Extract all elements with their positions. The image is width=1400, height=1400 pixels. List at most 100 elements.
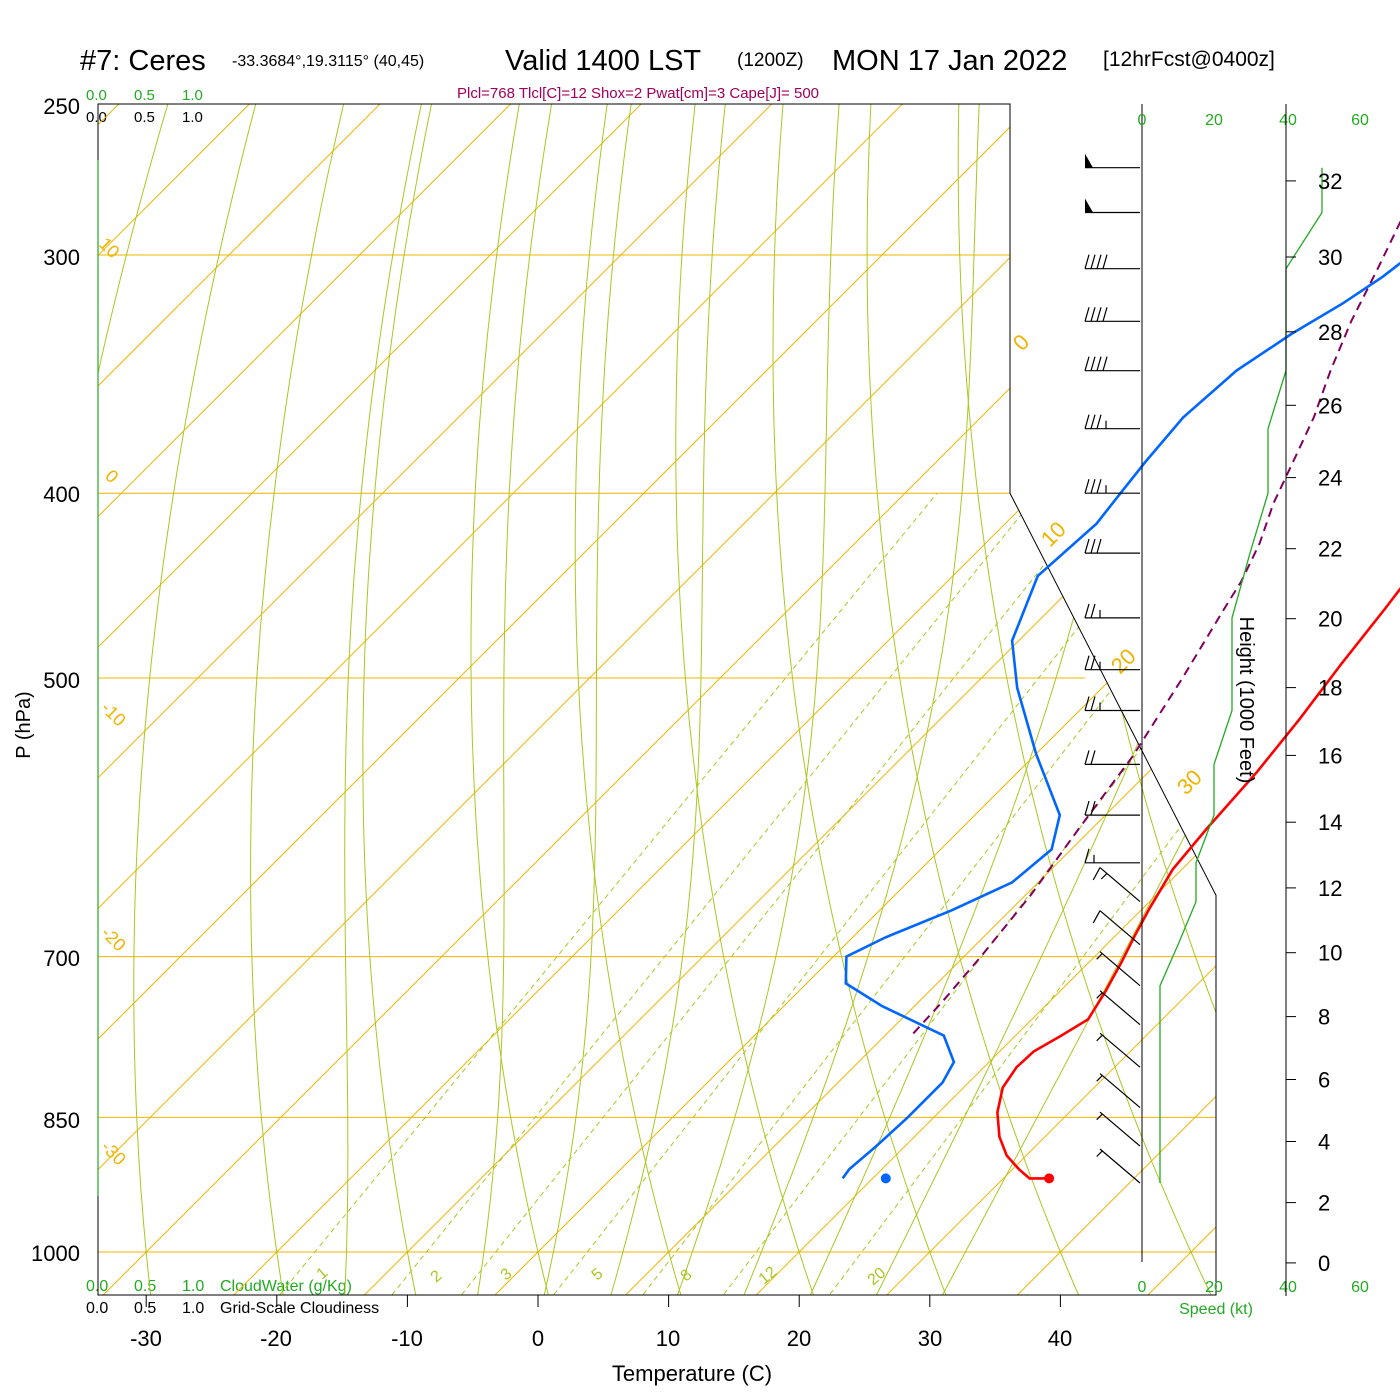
isotherm-label: 10: [95, 234, 123, 262]
parcel-curve: [912, 220, 1400, 1035]
isotherm-line: [343, 104, 1216, 1295]
mixing-ratio-line: [626, 492, 1216, 1295]
cloudwater-tick: 0.5: [134, 1278, 156, 1295]
mixing-ratio-line: [536, 492, 1185, 1295]
wind-barb: [1084, 848, 1140, 864]
speed-tick-label: 20: [1205, 1279, 1223, 1296]
wind-barb-flag: [1090, 655, 1096, 670]
dry-adiabat-line: [133, 104, 266, 1295]
isotherm-label: 0: [101, 466, 122, 487]
isotherm-line: [98, 104, 1216, 1295]
valid-time: Valid 1400 LST: [505, 45, 701, 77]
wind-barb: [1084, 655, 1140, 671]
height-tick-label: 30: [1318, 245, 1342, 270]
moist-adiabat-line: [930, 104, 1216, 1295]
height-tick-label: 4: [1318, 1130, 1330, 1155]
x-tick-label: 0: [532, 1326, 544, 1351]
wind-barb-flag: [1084, 356, 1090, 371]
mixing-ratio-label: 20: [865, 1265, 890, 1290]
x-tick-label: 20: [787, 1326, 811, 1351]
wind-panel: 0 20 40 60 0 20 40 60 Speed (kt): [1084, 104, 1369, 1318]
height-tick-label: 2: [1318, 1191, 1330, 1216]
wind-barb-flag: [1084, 603, 1090, 619]
dry-adiabat-line: [0, 70, 4, 1316]
cloudwater-tick: 1.0: [182, 87, 203, 104]
speed-axis-title: Speed (kt): [1179, 1301, 1253, 1318]
speed-tick-label: 0: [1138, 1279, 1147, 1296]
cloudiness-label: Grid-Scale Cloudiness: [220, 1300, 379, 1317]
x-axis-title: Temperature (C): [612, 1361, 772, 1386]
wind-barb-flag: [1102, 356, 1108, 371]
wind-barb-staff: [1099, 910, 1141, 946]
isotherm-line: [212, 104, 1216, 1295]
height-tick-label: 20: [1318, 607, 1342, 632]
dry-adiabat-line: [1046, 104, 1216, 1295]
height-tick-label: 32: [1318, 169, 1342, 194]
height-tick-label: 18: [1318, 676, 1342, 701]
wind-barb: [1084, 356, 1140, 372]
height-tick-label: 12: [1318, 876, 1342, 901]
cloudiness-tick: 0.0: [86, 1300, 108, 1317]
mixing-ratio-line: [262, 492, 938, 1295]
temperature-ticks: [145, 1295, 1061, 1307]
moist-adiabat-line: [800, 104, 1153, 1295]
wind-barb: [1096, 951, 1141, 987]
wind-barb-flag: [1096, 479, 1102, 494]
cloud-axes: 0.0 0.5 1.0 0.0 0.5 1.0 0.0 0.5 1.0 Clou…: [86, 87, 379, 1317]
wind-barb-staff: [1099, 990, 1141, 1026]
x-tick-label: 10: [656, 1326, 680, 1351]
wind-barb-flag: [1084, 750, 1090, 765]
pressure-tick-label: 250: [43, 94, 80, 119]
pressure-axis: 250 300 400 500 700 850 1000 P (hPa): [13, 94, 80, 1266]
wind-barb: [1085, 153, 1140, 169]
mixing-ratio-line: [707, 492, 1216, 1295]
pressure-tick-label: 300: [43, 245, 80, 270]
mixing-ratio-line: [813, 492, 1216, 1295]
pressure-tick-label: 500: [43, 668, 80, 693]
wind-barb: [1084, 538, 1140, 554]
wind-barb-flag: [1096, 254, 1102, 269]
isotherm-line: [98, 104, 1198, 1295]
cloudiness-tick: 0.5: [134, 1300, 156, 1317]
dry-adiabat-line: [98, 104, 179, 1295]
mixing-ratio-line: [444, 492, 1102, 1295]
dewpoint-curve: [841, 261, 1400, 1180]
mixing-ratio-line: [374, 492, 1039, 1295]
wind-barb-flag: [1102, 254, 1108, 269]
isotherm-label: -10: [97, 698, 130, 731]
wind-barb-staff: [1099, 1032, 1141, 1068]
isotherm-label: 30: [1172, 765, 1207, 800]
mixing-ratio-label: 12: [756, 1264, 781, 1289]
height-tick-label: 26: [1318, 393, 1342, 418]
temperature-curve: [996, 587, 1400, 1180]
x-tick-label: 40: [1048, 1326, 1072, 1351]
speed-tick-label: 20: [1205, 112, 1223, 129]
wind-barb-staff: [1099, 1111, 1141, 1147]
wind-barb-flag: [1090, 414, 1096, 429]
cloudwater-tick: 1.0: [182, 1278, 204, 1295]
cloudiness-tick: 0.0: [86, 109, 107, 126]
wind-barb-pennant: [1085, 153, 1093, 168]
wind-barb-half-flag: [1096, 992, 1103, 999]
speed-tick-label: 40: [1279, 1279, 1297, 1296]
isotherm-label: -20: [97, 923, 130, 956]
wind-barb: [1084, 800, 1140, 816]
isotherm-line: [996, 104, 1216, 1295]
moist-adiabat-line: [735, 104, 982, 1295]
speed-tick-label: 40: [1279, 112, 1297, 129]
wind-barb-half-flag: [1100, 872, 1108, 880]
isotherm-line: [1126, 104, 1216, 1295]
wind-barb-half-flag: [1096, 953, 1103, 960]
wind-barb: [1092, 910, 1141, 946]
isotherm-line: [473, 104, 1216, 1295]
height-tick-label: 10: [1318, 941, 1342, 966]
isotherm-line: [604, 104, 1216, 1295]
x-tick-label: -10: [391, 1326, 423, 1351]
isotherm-line: [98, 104, 806, 1295]
isotherm-label: -30: [97, 1137, 130, 1170]
surface-dewpoint-point: [880, 1173, 891, 1184]
speed-tick-label: 60: [1351, 112, 1369, 129]
